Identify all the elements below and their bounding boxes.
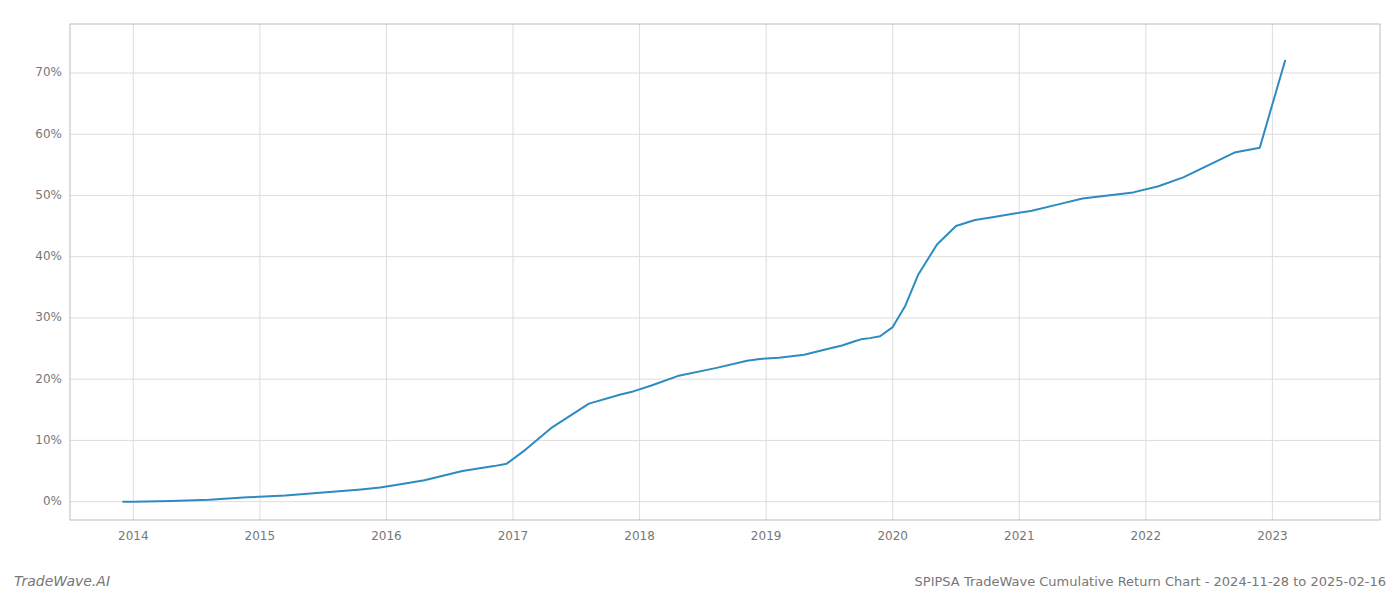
x-grid-line <box>892 24 893 520</box>
return-line <box>123 61 1285 502</box>
x-grid-line <box>259 24 260 520</box>
y-grid-line <box>70 317 1380 318</box>
x-tick-label: 2019 <box>751 529 782 543</box>
x-tick-label: 2015 <box>245 529 276 543</box>
y-tick-label: 10% <box>35 433 62 447</box>
x-tick-label: 2016 <box>371 529 402 543</box>
x-tick-label: 2022 <box>1131 529 1162 543</box>
y-tick-label: 60% <box>35 127 62 141</box>
grid <box>70 24 1380 520</box>
y-grid-line <box>70 72 1380 73</box>
x-tick-label: 2018 <box>624 529 655 543</box>
watermark: TradeWave.AI <box>14 573 110 589</box>
y-tick-label: 20% <box>35 372 62 386</box>
plot-area <box>123 61 1285 502</box>
axes: 0% 10% 20% 30% 40% 50% 60% 70% 2014 2015 2016 2017 2… <box>35 24 1380 543</box>
plot-frame <box>70 24 1380 520</box>
x-tick-label: 2020 <box>877 529 908 543</box>
chart: 0% 10% 20% 30% 40% 50% 60% 70% 2014 2015 2016 2017 2… <box>0 0 1400 600</box>
x-grid-line <box>133 24 134 520</box>
y-tick-label: 70% <box>35 65 62 79</box>
x-grid-line <box>1019 24 1020 520</box>
y-tick-label: 30% <box>35 310 62 324</box>
x-grid-line <box>1145 24 1146 520</box>
x-grid-line <box>512 24 513 520</box>
x-grid-line <box>766 24 767 520</box>
y-tick-label: 0% <box>43 494 62 508</box>
y-grid-line <box>70 195 1380 196</box>
x-grid-line <box>1272 24 1273 520</box>
x-tick-label: 2021 <box>1004 529 1035 543</box>
x-grid-line <box>639 24 640 520</box>
title: SPIPSA TradeWave Cumulative Return Chart… <box>915 574 1386 589</box>
y-tick-label: 50% <box>35 188 62 202</box>
y-grid-line <box>70 256 1380 257</box>
y-grid-line <box>70 379 1380 380</box>
y-grid-line <box>70 134 1380 135</box>
x-tick-label: 2014 <box>118 529 149 543</box>
x-tick-label: 2017 <box>498 529 529 543</box>
y-grid-line <box>70 501 1380 502</box>
x-tick-label: 2023 <box>1257 529 1288 543</box>
y-grid-line <box>70 440 1380 441</box>
y-tick-label: 40% <box>35 249 62 263</box>
x-grid-line <box>386 24 387 520</box>
